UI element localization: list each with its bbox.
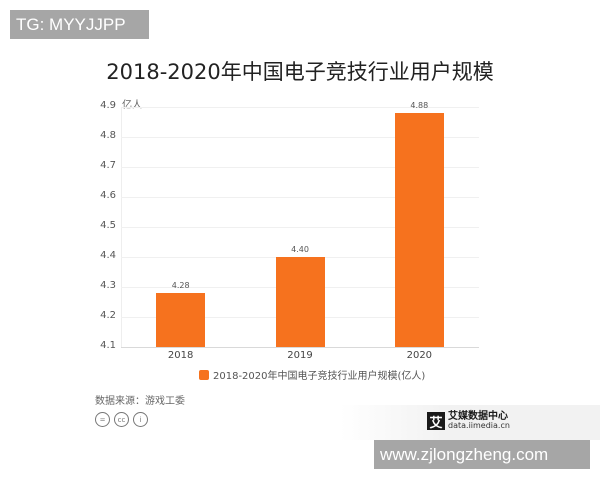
gridline: [121, 137, 479, 138]
logo-text-cn: 艾媒数据中心: [448, 411, 508, 422]
logo-text-en: data.iimedia.cn: [448, 421, 510, 430]
license-icons: = cc i: [95, 412, 148, 427]
by-icon: i: [133, 412, 148, 427]
y-tick-label: 4.5: [100, 220, 116, 231]
y-tick-label: 4.2: [100, 310, 116, 321]
x-tick-label: 2018: [167, 350, 194, 361]
y-tick-label: 4.3: [100, 280, 116, 291]
y-tick-label: 4.7: [100, 160, 116, 171]
x-tick-label: 2019: [287, 350, 313, 361]
source-note: 数据来源：游戏工委: [95, 396, 185, 407]
gridline: [121, 227, 479, 228]
legend: 2018-2020年中国电子竞技行业用户规模(亿人): [199, 367, 425, 382]
bar-2018: [156, 293, 206, 347]
watermark-top: TG: MYYJJPP: [10, 10, 149, 39]
gridline: [121, 107, 479, 108]
y-tick-label: 4.9: [100, 100, 116, 111]
logo-mark-icon: 艾: [427, 412, 445, 431]
gridline: [121, 197, 479, 198]
legend-label: 2018-2020年中国电子竞技行业用户规模(亿人): [213, 371, 426, 382]
y-tick-label: 4.6: [100, 190, 116, 201]
iimedia-logo: 艾 艾媒数据中心 data.iimedia.cn: [427, 411, 510, 431]
x-tick-label: 2020: [406, 350, 433, 361]
bar-value-label: 4.40: [291, 245, 309, 254]
bar-2019: [275, 257, 325, 347]
chart-title: 2018-2020年中国电子竞技行业用户规模: [106, 60, 494, 84]
cc-icon: cc: [114, 412, 129, 427]
bar-value-label: 4.28: [171, 281, 190, 290]
y-axis-unit: 亿人: [122, 100, 142, 111]
legend-swatch: [199, 369, 209, 380]
bar-2020: [394, 113, 444, 347]
nd-icon: =: [95, 412, 110, 427]
gridline: [121, 167, 479, 168]
watermark-bottom: www.zjlongzheng.com: [374, 440, 590, 469]
x-axis-line: [121, 347, 479, 348]
y-tick-label: 4.8: [100, 130, 116, 141]
logo-background: [340, 405, 600, 440]
y-tick-label: 4.1: [100, 340, 116, 351]
bar-value-label: 4.88: [410, 101, 429, 110]
y-tick-label: 4.4: [100, 250, 116, 261]
